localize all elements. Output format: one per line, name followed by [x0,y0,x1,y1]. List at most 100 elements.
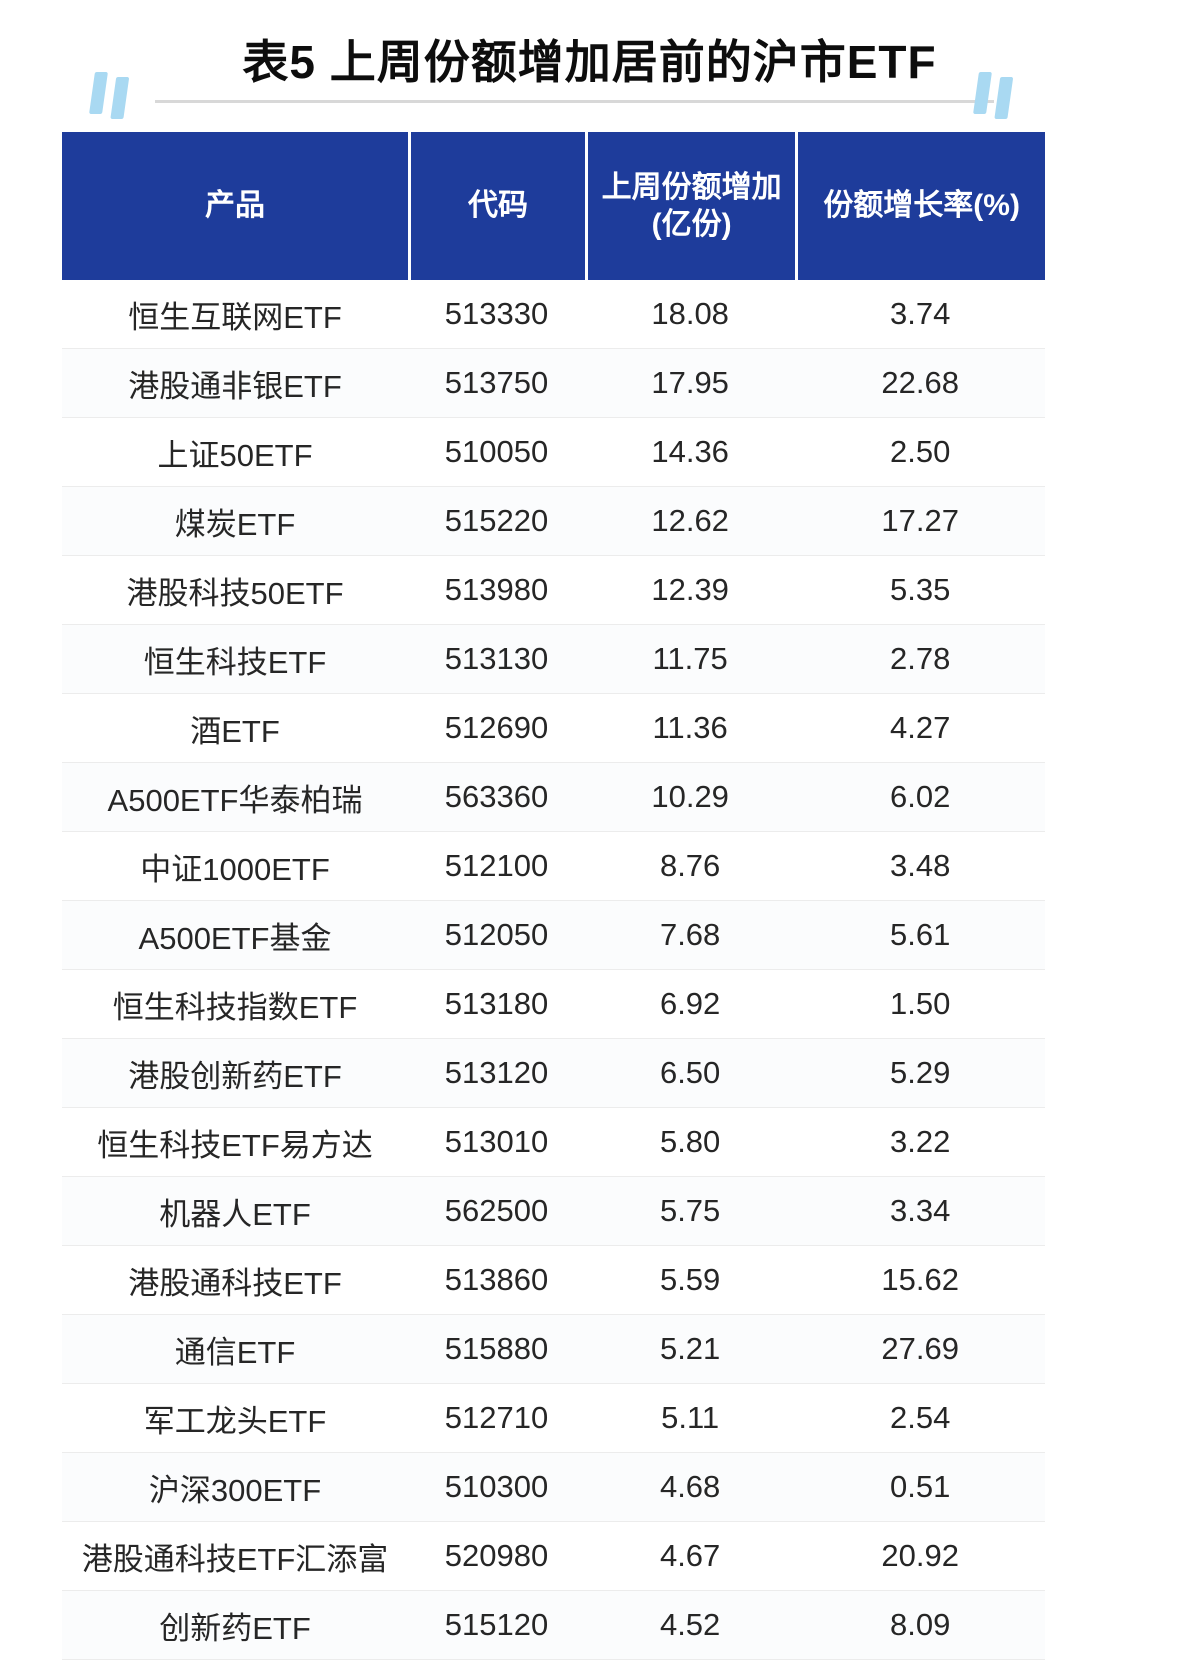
increase-cell: 4.68 [659,1469,721,1504]
code-cell: 510050 [444,434,549,469]
page-title: 表5 上周份额增加居前的沪市ETF [242,36,937,88]
table-row: A500ETF基金 512050 7.68 5.61 [62,901,1045,970]
product-cell: 军工龙头ETF [143,1403,327,1439]
double-bar-icon-stroke [994,77,1014,119]
code-cell: 512050 [444,917,549,952]
product-cell: 港股通科技ETF汇添富 [81,1541,389,1577]
table-row: 港股科技50ETF 513980 12.39 5.35 [62,556,1045,625]
rate-cell: 17.27 [881,503,959,538]
rate-cell: 3.74 [889,296,951,331]
table-row: 港股通科技ETF汇添富 520980 4.67 20.92 [62,1522,1045,1591]
product-cell: 港股通科技ETF [128,1265,342,1301]
rate-cell: 0.51 [889,1469,951,1504]
product-cell: A500ETF基金 [138,920,332,956]
rate-cell: 3.48 [889,848,951,883]
table-row: 创新药ETF 515120 4.52 8.09 [62,1591,1045,1660]
code-cell: 513750 [444,365,549,400]
code-cell: 512100 [444,848,549,883]
rate-cell: 5.61 [889,917,951,952]
product-cell: 港股通非银ETF [128,368,342,404]
table-row: 港股创新药ETF 513120 6.50 5.29 [62,1039,1045,1108]
increase-cell: 6.50 [659,1055,721,1090]
increase-cell: 4.67 [659,1538,721,1573]
code-cell: 512710 [444,1400,549,1435]
code-cell: 513130 [444,641,549,676]
increase-cell: 5.11 [661,1400,720,1435]
product-cell: 沪深300ETF [148,1472,322,1508]
product-cell: 恒生科技指数ETF [112,989,358,1025]
product-cell: 机器人ETF [159,1196,311,1232]
code-cell: 513860 [444,1262,549,1297]
rate-cell: 6.02 [889,779,951,814]
double-bar-icon [89,72,130,119]
table-row: 通信ETF 515880 5.21 27.69 [62,1315,1045,1384]
increase-cell: 7.68 [659,917,721,952]
code-cell: 513330 [444,296,549,331]
increase-cell: 11.75 [652,641,728,676]
table-row: 港股通科技ETF 513860 5.59 15.62 [62,1246,1045,1315]
rate-cell: 3.34 [889,1193,951,1228]
rate-cell: 5.29 [889,1055,951,1090]
rate-cell: 27.69 [881,1331,959,1366]
column-header-increase: 上周份额增加 (亿份) [584,132,795,280]
table-row: 港股通非银ETF 513750 17.95 22.68 [62,349,1045,418]
table-row: 恒生互联网ETF 513330 18.08 3.74 [62,280,1045,349]
product-cell: 煤炭ETF [174,506,296,542]
rate-cell: 2.54 [889,1400,951,1435]
table-row: 酒ETF 512690 11.36 4.27 [62,694,1045,763]
increase-cell: 12.62 [651,503,729,538]
code-cell: 513180 [444,986,549,1021]
code-cell: 513980 [444,572,549,607]
code-cell: 512690 [444,710,549,745]
table-row: A500ETF华泰柏瑞 563360 10.29 6.02 [62,763,1045,832]
increase-cell: 5.80 [659,1124,721,1159]
rate-cell: 1.50 [889,986,951,1021]
title-divider [155,100,994,103]
double-bar-icon-stroke [973,72,992,114]
product-cell: 创新药ETF [159,1610,311,1646]
increase-cell: 14.36 [651,434,729,469]
title-area: 表5 上周份额增加居前的沪市ETF [0,0,1179,132]
product-cell: 恒生互联网ETF [128,299,342,335]
code-cell: 513120 [444,1055,549,1090]
rate-cell: 2.50 [889,434,951,469]
increase-cell: 5.59 [659,1262,721,1297]
rate-cell: 8.09 [889,1607,951,1642]
code-cell: 510300 [444,1469,549,1504]
increase-cell: 10.29 [651,779,729,814]
table-row: 机器人ETF 562500 5.75 3.34 [62,1177,1045,1246]
code-cell: 515880 [444,1331,549,1366]
column-header-product: 产品 [205,189,265,223]
product-cell: 上证50ETF [157,437,313,473]
rate-cell: 4.27 [889,710,951,745]
column-header-rate: 份额增长率(%) [795,132,1045,280]
table-row: 上证50ETF 510050 14.36 2.50 [62,418,1045,487]
double-bar-icon [973,72,1014,119]
product-cell: 恒生科技ETF [143,644,327,680]
rate-cell: 5.35 [889,572,951,607]
table-row: 中证1000ETF 512100 8.76 3.48 [62,832,1045,901]
product-cell: 港股创新药ETF [128,1058,342,1094]
table-row: 恒生科技指数ETF 513180 6.92 1.50 [62,970,1045,1039]
increase-cell: 17.95 [651,365,729,400]
table-body: 恒生互联网ETF 513330 18.08 3.74 港股通非银ETF 5137… [62,280,1045,1660]
code-cell: 515120 [444,1607,549,1642]
rate-cell: 20.92 [881,1538,959,1573]
rate-cell: 3.22 [889,1124,951,1159]
table-row: 煤炭ETF 515220 12.62 17.27 [62,487,1045,556]
etf-table: 产品 代码 上周份额增加 (亿份) 份额增长率(%) 恒生互联网ETF 5133… [62,132,1045,1660]
rate-cell: 15.62 [881,1262,959,1297]
table-row: 军工龙头ETF 512710 5.11 2.54 [62,1384,1045,1453]
increase-cell: 11.36 [652,710,728,745]
double-bar-icon-stroke [89,72,108,114]
increase-cell: 6.92 [659,986,721,1021]
product-cell: 通信ETF [174,1334,296,1370]
product-cell: 港股科技50ETF [126,575,344,611]
column-header-code: 代码 [408,132,585,280]
increase-cell: 18.08 [651,296,729,331]
code-cell: 562500 [444,1193,549,1228]
code-cell: 515220 [444,503,549,538]
increase-cell: 12.39 [651,572,729,607]
rate-cell: 2.78 [889,641,951,676]
